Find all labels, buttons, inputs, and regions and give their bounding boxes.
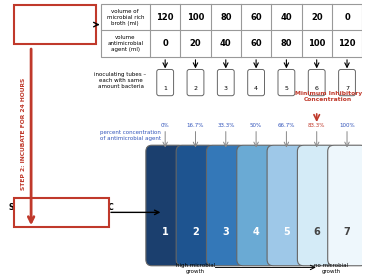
Text: 6: 6: [313, 227, 320, 237]
Text: 0: 0: [162, 39, 168, 48]
Text: 60: 60: [250, 13, 262, 22]
Text: 2: 2: [194, 86, 198, 91]
Text: 40: 40: [280, 13, 292, 22]
FancyBboxPatch shape: [237, 145, 275, 266]
Text: 80: 80: [281, 39, 292, 48]
FancyBboxPatch shape: [217, 70, 234, 96]
Text: Minimum Inhibitory
Concentration: Minimum Inhibitory Concentration: [294, 91, 362, 102]
Text: 4: 4: [253, 227, 259, 237]
Text: 16.7%: 16.7%: [187, 123, 204, 128]
Text: 2: 2: [192, 227, 199, 237]
Text: 100: 100: [187, 13, 204, 22]
Text: 80: 80: [220, 13, 231, 22]
Text: 33.3%: 33.3%: [217, 123, 234, 128]
FancyBboxPatch shape: [339, 70, 355, 96]
Bar: [100, 4, 362, 57]
Text: 5: 5: [284, 86, 289, 91]
Text: 60: 60: [250, 39, 262, 48]
Text: inoculating tubes –
each with same
amount bacteria: inoculating tubes – each with same amoun…: [95, 72, 146, 89]
Text: STEP 1:
TUBE DILUTION: STEP 1: TUBE DILUTION: [16, 15, 94, 34]
FancyBboxPatch shape: [187, 70, 204, 96]
Text: percent concentration
of antimicrobial agent: percent concentration of antimicrobial a…: [99, 130, 160, 140]
FancyBboxPatch shape: [146, 145, 184, 266]
Text: 100: 100: [308, 39, 325, 48]
Text: 3: 3: [224, 86, 228, 91]
FancyBboxPatch shape: [267, 145, 306, 266]
Text: 40: 40: [220, 39, 231, 48]
Text: 66.7%: 66.7%: [278, 123, 295, 128]
Text: 83.3%: 83.3%: [308, 123, 325, 128]
Text: 20: 20: [311, 13, 322, 22]
Text: high microbial
growth: high microbial growth: [176, 264, 215, 274]
Text: STEP 2: INCUBATE FOR 24 HOURS: STEP 2: INCUBATE FOR 24 HOURS: [21, 78, 26, 190]
Text: 6: 6: [315, 86, 319, 91]
Text: STEP 3: DETERMINE MIC
BASED ON TURBIDITY: STEP 3: DETERMINE MIC BASED ON TURBIDITY: [9, 203, 114, 222]
FancyBboxPatch shape: [248, 70, 265, 96]
Text: 3: 3: [222, 227, 229, 237]
Text: 1: 1: [162, 227, 169, 237]
Text: volume of
microbial rich
broth (ml): volume of microbial rich broth (ml): [106, 9, 144, 25]
Text: 120: 120: [156, 13, 174, 22]
FancyBboxPatch shape: [206, 145, 245, 266]
Text: 1: 1: [163, 86, 167, 91]
Text: 7: 7: [344, 227, 350, 237]
Text: 0%: 0%: [161, 123, 170, 128]
FancyBboxPatch shape: [157, 70, 174, 96]
Text: 4: 4: [254, 86, 258, 91]
Text: 20: 20: [190, 39, 201, 48]
Text: 50%: 50%: [250, 123, 262, 128]
FancyBboxPatch shape: [278, 70, 295, 96]
FancyBboxPatch shape: [14, 198, 109, 227]
Text: no microbial
growth: no microbial growth: [314, 264, 348, 274]
FancyBboxPatch shape: [14, 5, 96, 44]
FancyBboxPatch shape: [176, 145, 215, 266]
Text: 120: 120: [338, 39, 356, 48]
Text: 7: 7: [345, 86, 349, 91]
FancyBboxPatch shape: [297, 145, 336, 266]
FancyBboxPatch shape: [308, 70, 325, 96]
Text: volume
antimicrobial
agent (ml): volume antimicrobial agent (ml): [107, 35, 144, 52]
Text: 100%: 100%: [339, 123, 355, 128]
Text: 5: 5: [283, 227, 290, 237]
FancyBboxPatch shape: [328, 145, 366, 266]
Text: 0: 0: [344, 13, 350, 22]
